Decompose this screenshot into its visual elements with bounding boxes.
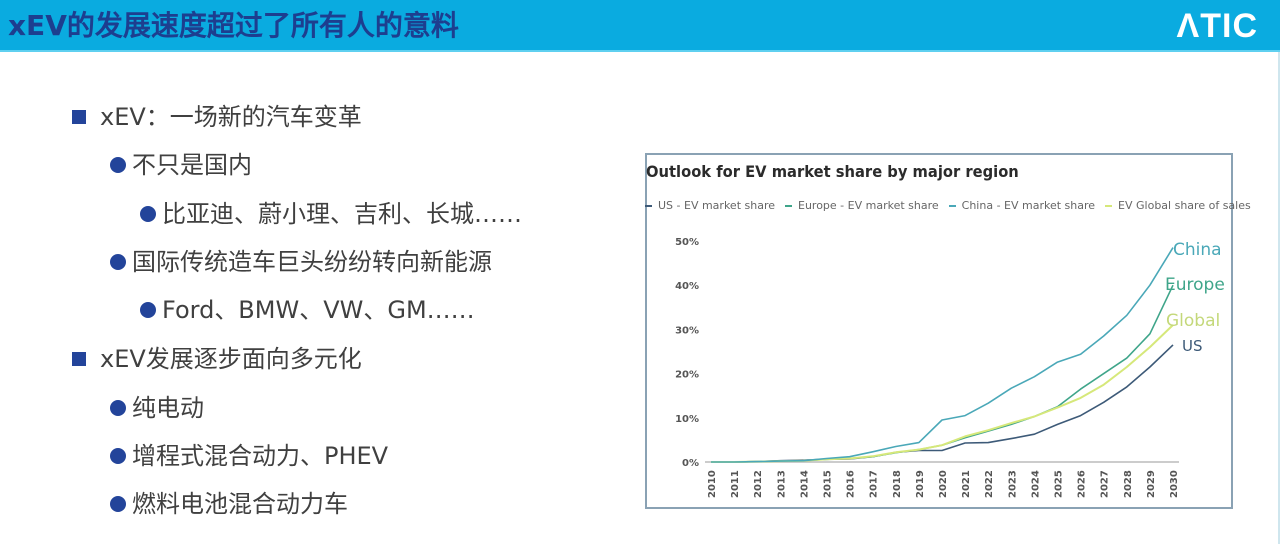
x-tick-label: 2020 xyxy=(938,470,949,498)
legend-swatch-icon xyxy=(645,204,652,207)
y-tick-label: 10% xyxy=(675,414,699,425)
round-bullet-icon xyxy=(140,302,156,318)
x-tick-label: 2030 xyxy=(1169,470,1180,498)
bullet-text: xEV发展逐步面向多元化 xyxy=(100,345,362,373)
chart-title: Outlook for EV market share by major reg… xyxy=(646,162,1019,181)
header-bar: xEV的发展速度超过了所有人的意料 ΛTIC xyxy=(0,0,1280,52)
slide-edge xyxy=(1278,52,1280,544)
x-tick-label: 2011 xyxy=(730,470,741,498)
bullet-item-level-1: xEV：一场新的汽车变革 xyxy=(72,101,362,133)
legend-label: EV Global share of sales xyxy=(1118,199,1251,212)
bullet-item-level-1: xEV发展逐步面向多元化 xyxy=(72,343,362,375)
series-end-label: US xyxy=(1182,337,1203,355)
legend-item: US - EV market share xyxy=(645,199,775,212)
bullet-text: 燃料电池混合动力车 xyxy=(132,490,348,518)
x-tick-label: 2010 xyxy=(707,470,718,498)
x-tick-label: 2028 xyxy=(1123,470,1134,498)
x-tick-label: 2026 xyxy=(1077,470,1088,498)
round-bullet-icon xyxy=(110,400,126,416)
chart-legend: US - EV market share Europe - EV market s… xyxy=(645,199,1261,212)
bullet-text: xEV：一场新的汽车变革 xyxy=(100,103,362,131)
bullet-text: 国际传统造车巨头纷纷转向新能源 xyxy=(132,248,492,276)
bullet-text: 纯电动 xyxy=(132,394,204,422)
x-tick-label: 2029 xyxy=(1146,470,1157,498)
x-tick-label: 2012 xyxy=(753,470,764,498)
bullet-item-level-2: 增程式混合动力、PHEV xyxy=(110,440,388,472)
series-end-label: China xyxy=(1173,240,1222,260)
y-tick-label: 40% xyxy=(675,281,699,292)
bullet-item-level-3: 比亚迪、蔚小理、吉利、长城…… xyxy=(140,198,522,230)
line-chart-plot: 0% 10% 20% 30% 40% 50% 2010 2011 2012 2013 2014 201… xyxy=(675,237,1225,498)
round-bullet-icon xyxy=(110,496,126,512)
square-bullet-icon xyxy=(72,352,86,366)
x-tick-label: 2024 xyxy=(1030,470,1041,498)
legend-item: Europe - EV market share xyxy=(785,199,939,212)
x-tick-label: 2014 xyxy=(799,470,810,498)
x-tick-label: 2013 xyxy=(776,470,787,498)
series-end-label: Global xyxy=(1166,311,1220,331)
round-bullet-icon xyxy=(110,254,126,270)
legend-label: Europe - EV market share xyxy=(798,199,939,212)
x-tick-label: 2018 xyxy=(892,470,903,498)
round-bullet-icon xyxy=(110,448,126,464)
x-tick-label: 2015 xyxy=(823,470,834,498)
legend-swatch-icon xyxy=(785,204,792,207)
series-line-europe xyxy=(711,284,1174,463)
x-tick-label: 2022 xyxy=(984,470,995,498)
bullet-text: 增程式混合动力、PHEV xyxy=(132,442,389,470)
series-line-china xyxy=(711,247,1174,463)
x-tick-label: 2016 xyxy=(846,470,857,498)
legend-swatch-icon xyxy=(1105,204,1113,207)
x-tick-label: 2021 xyxy=(961,470,972,498)
atic-logo: ΛTIC xyxy=(1176,6,1258,45)
x-tick-label: 2027 xyxy=(1100,470,1111,498)
chart-frame xyxy=(645,153,1233,509)
bullet-text: 不只是国内 xyxy=(132,151,252,179)
bullet-text: Ford、BMW、VW、GM…… xyxy=(162,296,475,324)
x-tick-label: 2025 xyxy=(1054,470,1065,498)
square-bullet-icon xyxy=(72,110,86,124)
round-bullet-icon xyxy=(110,157,126,173)
bullet-item-level-3: Ford、BMW、VW、GM…… xyxy=(140,294,475,326)
bullet-item-level-2: 不只是国内 xyxy=(110,149,252,181)
y-tick-label: 30% xyxy=(675,325,699,336)
x-tick-label: 2017 xyxy=(869,470,880,498)
y-tick-label: 20% xyxy=(675,370,699,381)
series-line-global xyxy=(711,324,1174,463)
legend-label: China - EV market share xyxy=(961,199,1096,212)
legend-swatch-icon xyxy=(948,204,956,207)
x-tick-label: 2023 xyxy=(1007,470,1018,498)
bullet-item-level-2: 燃料电池混合动力车 xyxy=(110,488,348,520)
y-tick-label: 50% xyxy=(675,237,699,248)
y-tick-label: 0% xyxy=(682,458,699,469)
bullet-text: 比亚迪、蔚小理、吉利、长城…… xyxy=(162,200,522,228)
round-bullet-icon xyxy=(140,206,156,222)
legend-label: US - EV market share xyxy=(658,199,775,212)
legend-item: China - EV market share xyxy=(948,199,1096,212)
logo-text: ΛTIC xyxy=(1176,6,1258,45)
bullet-item-level-2: 纯电动 xyxy=(110,392,204,424)
x-tick-label: 2019 xyxy=(915,470,926,498)
page-title: xEV的发展速度超过了所有人的意料 xyxy=(8,9,459,42)
legend-item: EV Global share of sales xyxy=(1105,199,1251,212)
bullet-item-level-2: 国际传统造车巨头纷纷转向新能源 xyxy=(110,246,492,278)
series-end-label: Europe xyxy=(1165,275,1225,295)
